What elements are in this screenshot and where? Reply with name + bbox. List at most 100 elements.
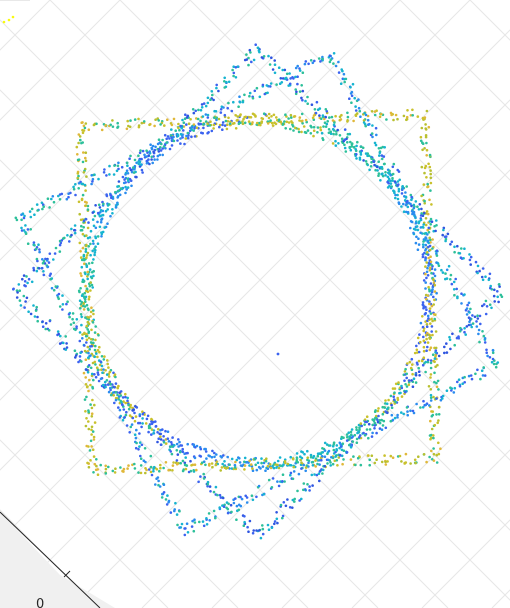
data-point bbox=[341, 442, 345, 446]
data-point bbox=[329, 132, 333, 135]
data-point bbox=[78, 135, 82, 138]
data-point bbox=[228, 463, 231, 467]
data-point bbox=[125, 188, 128, 191]
data-point bbox=[91, 286, 94, 289]
data-point bbox=[213, 109, 216, 113]
data-point bbox=[157, 147, 161, 151]
data-point bbox=[427, 245, 430, 249]
data-point bbox=[208, 124, 212, 127]
data-point bbox=[424, 281, 428, 284]
data-point bbox=[225, 80, 228, 84]
data-point bbox=[440, 268, 443, 272]
data-point bbox=[284, 77, 287, 81]
data-point bbox=[259, 536, 263, 540]
data-point bbox=[88, 268, 92, 271]
data-point bbox=[252, 58, 256, 62]
data-point bbox=[398, 454, 402, 458]
data-point bbox=[258, 529, 261, 532]
data-point bbox=[392, 395, 396, 399]
data-point bbox=[289, 127, 292, 131]
data-point bbox=[102, 202, 105, 206]
data-point bbox=[145, 159, 149, 163]
data-point bbox=[91, 239, 95, 243]
data-point bbox=[390, 185, 394, 188]
data-point bbox=[295, 458, 299, 462]
data-point bbox=[434, 229, 437, 233]
data-point bbox=[377, 414, 380, 418]
data-point bbox=[88, 295, 91, 299]
data-point bbox=[255, 529, 258, 532]
data-point bbox=[477, 332, 480, 336]
data-point bbox=[231, 122, 235, 125]
data-point bbox=[176, 453, 180, 456]
data-point bbox=[93, 331, 97, 334]
data-point bbox=[133, 419, 137, 423]
data-point bbox=[104, 472, 108, 475]
data-point bbox=[331, 142, 335, 145]
data-point bbox=[131, 416, 135, 420]
data-point bbox=[437, 388, 440, 391]
data-point bbox=[373, 461, 377, 465]
data-point bbox=[393, 391, 396, 395]
data-point bbox=[123, 416, 126, 419]
data-point bbox=[93, 251, 97, 254]
data-point bbox=[409, 462, 412, 465]
data-point bbox=[419, 139, 423, 143]
data-point bbox=[119, 399, 122, 403]
data-point bbox=[435, 254, 439, 257]
data-point bbox=[47, 261, 51, 264]
data-point bbox=[49, 272, 52, 276]
data-point bbox=[384, 426, 388, 430]
data-point bbox=[254, 114, 257, 118]
data-point bbox=[386, 175, 390, 179]
data-point bbox=[150, 433, 153, 436]
data-point bbox=[281, 473, 285, 477]
data-point bbox=[186, 136, 190, 140]
data-point bbox=[378, 115, 382, 119]
data-point bbox=[284, 113, 287, 116]
data-point bbox=[404, 461, 408, 464]
data-point bbox=[117, 395, 121, 398]
data-point bbox=[89, 229, 93, 233]
data-point bbox=[199, 447, 203, 451]
grid-line bbox=[399, 0, 510, 111]
data-point bbox=[181, 469, 185, 473]
data-point bbox=[355, 441, 359, 445]
data-point bbox=[370, 454, 374, 458]
data-point bbox=[247, 63, 250, 67]
data-point bbox=[121, 403, 124, 407]
data-point bbox=[457, 335, 460, 338]
data-point bbox=[384, 174, 387, 177]
data-point bbox=[174, 129, 177, 132]
data-point bbox=[421, 301, 425, 304]
data-point bbox=[425, 176, 428, 179]
data-point bbox=[421, 148, 424, 152]
data-point bbox=[417, 366, 421, 370]
data-point bbox=[417, 359, 421, 363]
data-point bbox=[149, 143, 152, 146]
data-point bbox=[431, 353, 435, 357]
data-point bbox=[269, 466, 273, 470]
data-point bbox=[262, 461, 266, 465]
data-point bbox=[362, 119, 366, 122]
data-point bbox=[481, 304, 484, 308]
data-point bbox=[298, 69, 302, 72]
data-point bbox=[59, 334, 62, 338]
data-point bbox=[137, 125, 141, 129]
data-point bbox=[263, 92, 267, 96]
data-point bbox=[90, 344, 93, 348]
data-point bbox=[329, 58, 333, 61]
data-point bbox=[245, 58, 248, 61]
data-point bbox=[95, 366, 99, 370]
data-point bbox=[338, 446, 341, 450]
data-point bbox=[87, 262, 91, 265]
data-point bbox=[240, 497, 244, 501]
data-point bbox=[473, 315, 477, 319]
data-point bbox=[468, 320, 471, 324]
data-point bbox=[306, 456, 310, 460]
data-point bbox=[89, 439, 93, 443]
data-point bbox=[126, 396, 129, 400]
data-point bbox=[51, 195, 55, 198]
